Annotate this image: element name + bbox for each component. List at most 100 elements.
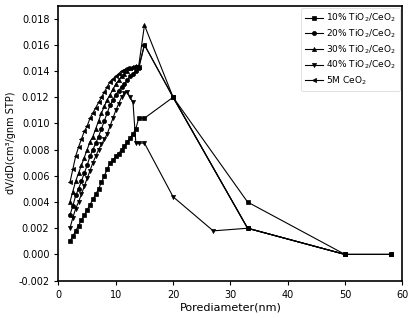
10% TiO$_2$/CeO$_2$: [119, 148, 124, 152]
20% TiO$_2$/CeO$_2$: [82, 171, 87, 175]
40% TiO$_2$/CeO$_2$: [70, 216, 75, 220]
30% TiO$_2$/CeO$_2$: [244, 226, 249, 230]
30% TiO$_2$/CeO$_2$: [142, 23, 147, 27]
5M CeO$_2$: [170, 95, 175, 99]
5M CeO$_2$: [79, 137, 84, 141]
5M CeO$_2$: [136, 65, 141, 69]
40% TiO$_2$/CeO$_2$: [210, 229, 215, 233]
5M CeO$_2$: [133, 65, 138, 69]
30% TiO$_2$/CeO$_2$: [170, 95, 175, 99]
40% TiO$_2$/CeO$_2$: [84, 176, 89, 180]
10% TiO$_2$/CeO$_2$: [96, 187, 101, 191]
30% TiO$_2$/CeO$_2$: [79, 163, 84, 167]
40% TiO$_2$/CeO$_2$: [124, 90, 129, 94]
40% TiO$_2$/CeO$_2$: [116, 102, 121, 106]
10% TiO$_2$/CeO$_2$: [116, 152, 121, 156]
20% TiO$_2$/CeO$_2$: [130, 72, 135, 76]
20% TiO$_2$/CeO$_2$: [127, 74, 132, 78]
5M CeO$_2$: [90, 111, 95, 115]
30% TiO$_2$/CeO$_2$: [99, 111, 104, 115]
5M CeO$_2$: [127, 66, 132, 70]
30% TiO$_2$/CeO$_2$: [82, 156, 87, 159]
10% TiO$_2$/CeO$_2$: [104, 167, 109, 171]
10% TiO$_2$/CeO$_2$: [107, 161, 112, 165]
40% TiO$_2$/CeO$_2$: [110, 116, 115, 120]
5M CeO$_2$: [67, 181, 72, 184]
5M CeO$_2$: [84, 124, 89, 128]
20% TiO$_2$/CeO$_2$: [67, 213, 72, 217]
30% TiO$_2$/CeO$_2$: [113, 82, 118, 86]
X-axis label: Porediameter(nm): Porediameter(nm): [179, 302, 281, 313]
10% TiO$_2$/CeO$_2$: [110, 158, 115, 162]
30% TiO$_2$/CeO$_2$: [93, 127, 98, 131]
5M CeO$_2$: [102, 90, 107, 94]
20% TiO$_2$/CeO$_2$: [121, 82, 126, 86]
30% TiO$_2$/CeO$_2$: [96, 119, 101, 123]
40% TiO$_2$/CeO$_2$: [82, 184, 87, 188]
5M CeO$_2$: [87, 116, 92, 120]
30% TiO$_2$/CeO$_2$: [102, 105, 107, 108]
40% TiO$_2$/CeO$_2$: [102, 137, 107, 141]
10% TiO$_2$/CeO$_2$: [121, 144, 126, 148]
5M CeO$_2$: [124, 66, 129, 70]
5M CeO$_2$: [130, 65, 135, 69]
5M CeO$_2$: [104, 85, 109, 89]
20% TiO$_2$/CeO$_2$: [102, 119, 107, 123]
40% TiO$_2$/CeO$_2$: [130, 100, 135, 104]
5M CeO$_2$: [119, 69, 124, 73]
30% TiO$_2$/CeO$_2$: [387, 252, 392, 256]
5M CeO$_2$: [93, 106, 98, 110]
30% TiO$_2$/CeO$_2$: [73, 179, 78, 183]
10% TiO$_2$/CeO$_2$: [99, 181, 104, 184]
30% TiO$_2$/CeO$_2$: [70, 190, 75, 193]
20% TiO$_2$/CeO$_2$: [244, 226, 249, 230]
Y-axis label: dV/dD(cm³/gnm STP): dV/dD(cm³/gnm STP): [5, 92, 16, 194]
40% TiO$_2$/CeO$_2$: [99, 142, 104, 146]
40% TiO$_2$/CeO$_2$: [342, 252, 347, 256]
40% TiO$_2$/CeO$_2$: [73, 207, 78, 211]
10% TiO$_2$/CeO$_2$: [127, 136, 132, 140]
40% TiO$_2$/CeO$_2$: [133, 141, 138, 145]
20% TiO$_2$/CeO$_2$: [70, 204, 75, 208]
30% TiO$_2$/CeO$_2$: [127, 66, 132, 70]
30% TiO$_2$/CeO$_2$: [133, 64, 138, 68]
30% TiO$_2$/CeO$_2$: [110, 87, 115, 91]
20% TiO$_2$/CeO$_2$: [387, 252, 392, 256]
5M CeO$_2$: [73, 154, 78, 158]
5M CeO$_2$: [96, 100, 101, 104]
10% TiO$_2$/CeO$_2$: [124, 140, 129, 144]
5M CeO$_2$: [76, 145, 81, 149]
20% TiO$_2$/CeO$_2$: [170, 95, 175, 99]
30% TiO$_2$/CeO$_2$: [67, 200, 72, 204]
5M CeO$_2$: [110, 77, 115, 81]
40% TiO$_2$/CeO$_2$: [90, 161, 95, 165]
20% TiO$_2$/CeO$_2$: [76, 187, 81, 191]
5M CeO$_2$: [387, 252, 392, 256]
40% TiO$_2$/CeO$_2$: [76, 200, 81, 204]
10% TiO$_2$/CeO$_2$: [84, 208, 89, 212]
10% TiO$_2$/CeO$_2$: [113, 154, 118, 158]
10% TiO$_2$/CeO$_2$: [93, 192, 98, 196]
5M CeO$_2$: [121, 68, 126, 72]
30% TiO$_2$/CeO$_2$: [87, 140, 92, 144]
5M CeO$_2$: [113, 74, 118, 78]
20% TiO$_2$/CeO$_2$: [124, 78, 129, 82]
10% TiO$_2$/CeO$_2$: [244, 200, 249, 204]
20% TiO$_2$/CeO$_2$: [342, 252, 347, 256]
20% TiO$_2$/CeO$_2$: [119, 85, 124, 89]
Line: 30% TiO$_2$/CeO$_2$: 30% TiO$_2$/CeO$_2$: [68, 23, 392, 257]
20% TiO$_2$/CeO$_2$: [90, 148, 95, 152]
10% TiO$_2$/CeO$_2$: [142, 116, 147, 120]
5M CeO$_2$: [82, 129, 87, 133]
10% TiO$_2$/CeO$_2$: [170, 95, 175, 99]
20% TiO$_2$/CeO$_2$: [136, 66, 141, 70]
20% TiO$_2$/CeO$_2$: [107, 103, 112, 107]
30% TiO$_2$/CeO$_2$: [76, 171, 81, 175]
10% TiO$_2$/CeO$_2$: [90, 197, 95, 201]
20% TiO$_2$/CeO$_2$: [93, 141, 98, 145]
40% TiO$_2$/CeO$_2$: [113, 108, 118, 112]
20% TiO$_2$/CeO$_2$: [104, 111, 109, 115]
40% TiO$_2$/CeO$_2$: [104, 132, 109, 136]
10% TiO$_2$/CeO$_2$: [73, 229, 78, 233]
30% TiO$_2$/CeO$_2$: [116, 78, 121, 82]
